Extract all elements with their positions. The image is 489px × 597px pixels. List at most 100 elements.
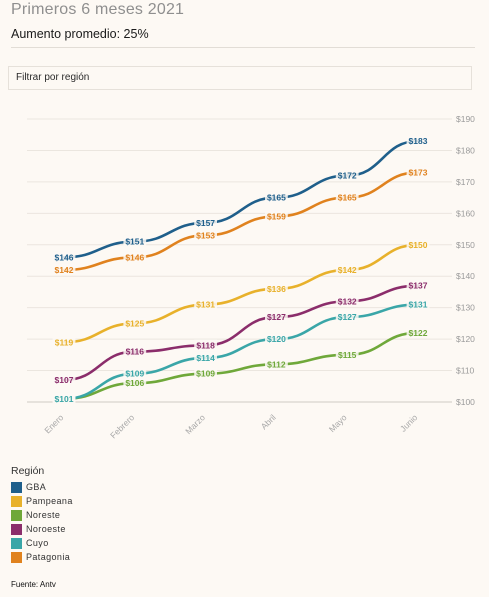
data-label-bg (52, 251, 76, 263)
data-label: $165 (267, 193, 286, 203)
legend-swatch (11, 551, 22, 563)
data-label: $173 (409, 167, 428, 177)
data-label-bg (335, 311, 359, 323)
x-tick-label: Enero (42, 412, 65, 435)
legend-item-cuyo[interactable]: Cuyo (11, 536, 73, 550)
series-line-patagonia (62, 171, 420, 272)
data-label-bg (406, 135, 430, 147)
data-label: $146 (125, 252, 144, 262)
data-label: $131 (409, 300, 428, 310)
header-divider (11, 47, 475, 48)
chart-title: Primeros 6 meses 2021 (11, 1, 185, 18)
data-label-bg (265, 282, 288, 294)
data-label: $142 (338, 265, 357, 275)
data-label: $122 (409, 328, 428, 338)
source-note: Fuente: Antv (11, 580, 56, 589)
data-label-bg (123, 367, 147, 379)
y-tick-label: $170 (456, 177, 475, 187)
data-label-bg (265, 191, 288, 203)
data-label: $132 (338, 296, 357, 306)
legend-swatch (11, 523, 22, 535)
legend-item-pampeana[interactable]: Pampeana (11, 494, 73, 508)
data-label-bg (123, 377, 147, 389)
data-label-bg (335, 348, 359, 360)
data-label: $157 (196, 218, 215, 228)
legend-label: Pampeana (26, 496, 73, 506)
data-label-bg (52, 373, 76, 385)
y-tick-label: $130 (456, 303, 475, 313)
data-label-bg (265, 358, 288, 370)
legend-label: Noroeste (26, 524, 66, 534)
data-label-bg (265, 210, 288, 222)
x-tick-label: Mayo (327, 412, 349, 434)
data-label: $131 (196, 300, 215, 310)
data-label: $106 (125, 378, 144, 388)
data-label: $116 (126, 347, 145, 357)
data-label-bg (123, 251, 147, 263)
data-label: $109 (125, 369, 144, 379)
data-label-bg (194, 298, 217, 310)
x-tick-label: Marzo (183, 412, 207, 436)
legend-swatch (11, 495, 22, 507)
data-label-bg (265, 333, 288, 345)
data-label-bg (194, 367, 217, 379)
y-tick-label: $120 (456, 334, 475, 344)
data-label-bg (406, 238, 430, 250)
y-tick-label: $190 (456, 114, 475, 124)
y-tick-label: $100 (456, 397, 475, 407)
data-label: $165 (338, 193, 357, 203)
data-label: $107 (55, 375, 74, 385)
y-tick-label: $150 (456, 240, 475, 250)
data-label-bg (335, 263, 359, 275)
data-label: $172 (338, 171, 357, 181)
data-label-bg (406, 166, 430, 178)
data-label-bg (52, 263, 76, 275)
data-label: $114 (196, 353, 215, 363)
y-tick-label: $110 (456, 366, 475, 376)
data-label: $125 (125, 318, 144, 328)
line-chart: $190 $180 $170 $160 $150 $140 $130 $120 $110 $100… (27, 114, 475, 440)
data-label: $109 (196, 369, 215, 379)
data-label-bg (406, 326, 430, 338)
data-label-bg (52, 336, 76, 348)
legend-item-noroeste[interactable]: Noroeste (11, 522, 73, 536)
data-label-bg (194, 351, 217, 363)
data-label-bg (335, 169, 359, 181)
data-label-bg (123, 317, 147, 329)
legend-swatch (11, 537, 22, 549)
data-label: $146 (55, 252, 74, 262)
legend-label: Cuyo (26, 538, 49, 548)
data-label-bg (406, 298, 430, 310)
data-label-bg (335, 295, 359, 307)
legend-item-noreste[interactable]: Noreste (11, 508, 73, 522)
data-label: $118 (196, 340, 215, 350)
data-label: $159 (267, 211, 286, 221)
legend: Región GBA Pampeana Noreste Noroeste Cuyo Pat… (11, 465, 73, 564)
y-tick-label: $140 (456, 271, 475, 281)
series-line-noroeste (62, 284, 420, 382)
data-label: $137 (409, 281, 428, 291)
data-label: $150 (409, 240, 428, 250)
legend-swatch (11, 481, 22, 493)
data-label-bg (265, 311, 288, 323)
legend-label: Patagonia (26, 552, 71, 562)
data-label: $136 (267, 284, 286, 294)
region-filter-button[interactable]: Filtrar por región (8, 66, 472, 90)
legend-swatch (11, 509, 22, 521)
data-label-bg (406, 279, 430, 291)
data-label: $127 (338, 312, 357, 322)
series-line-noreste (62, 331, 420, 401)
x-tick-label: Febrero (108, 412, 136, 440)
data-label: $142 (55, 265, 74, 275)
data-label-bg (194, 339, 217, 351)
legend-item-gba[interactable]: GBA (11, 480, 73, 494)
legend-item-patagonia[interactable]: Patagonia (11, 550, 73, 564)
data-label-bg (123, 345, 147, 357)
data-label: $115 (338, 350, 357, 360)
data-label: $183 (409, 136, 428, 146)
data-label-bg (194, 216, 217, 228)
data-label: $120 (267, 334, 286, 344)
data-label-bg (194, 229, 217, 241)
data-label: $112 (267, 359, 286, 369)
x-tick-label: Junio (398, 412, 420, 434)
